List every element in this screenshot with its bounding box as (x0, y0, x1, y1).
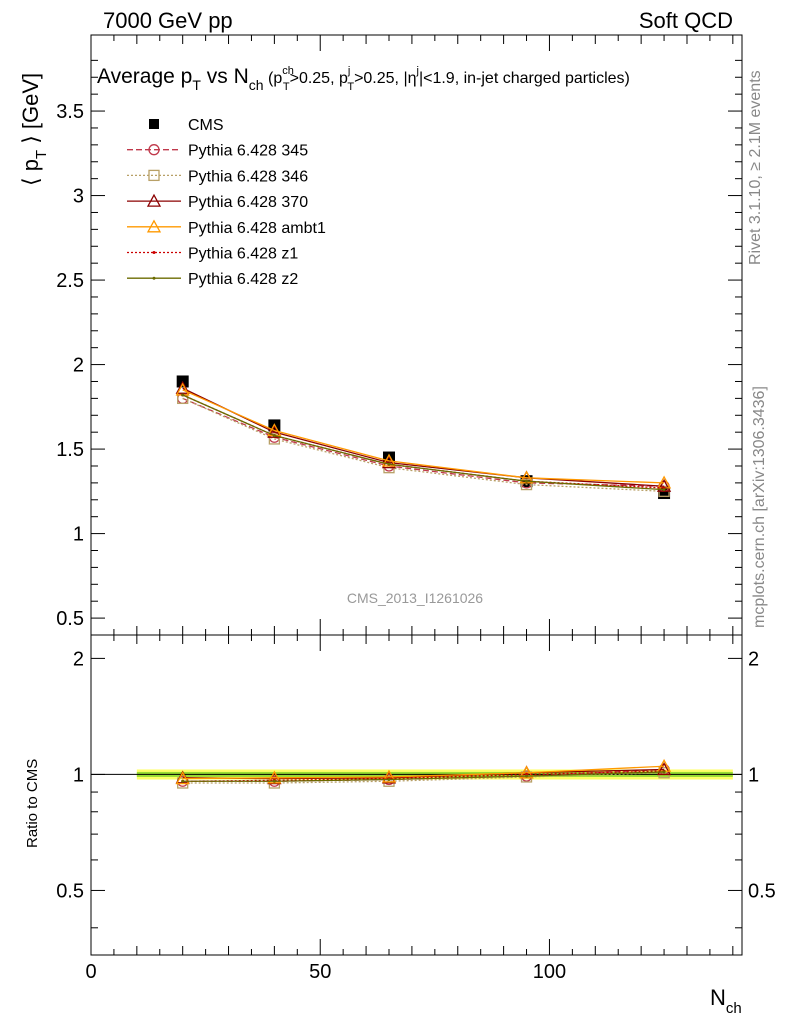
main-y-tick-label: 3.5 (56, 101, 84, 123)
main-y-tick-label: 2.5 (56, 270, 84, 292)
series-point-p346 (268, 433, 281, 445)
series-line-ambt1 (182, 389, 665, 484)
legend-label-cms: CMS (188, 117, 224, 134)
series-point-z2 (525, 774, 529, 778)
series-line-p346 (182, 397, 665, 492)
series-point-z2 (662, 770, 666, 774)
series-point-z2 (525, 479, 529, 483)
main-y-tick-label: 3 (73, 186, 84, 208)
x-tick-label: 0 (85, 961, 96, 983)
main-y-tick-label: 0.5 (56, 608, 84, 630)
series-point-z2 (387, 778, 391, 782)
series-point-ambt1 (519, 470, 534, 484)
main-y-tick-label: 1.5 (56, 439, 84, 461)
ratio-y-axis-title: Ratio to CMS (24, 759, 41, 848)
ratio-left-y-tick-label: 2 (73, 648, 84, 670)
legend-label-z2: Pythia 6.428 z2 (188, 271, 298, 288)
x-tick-label: 100 (533, 961, 566, 983)
legend: CMS Pythia 6.428 345 Pythia 6.428 346 Pythi… (127, 117, 326, 288)
legend-marker-z1 (152, 251, 156, 254)
series-point-p370 (656, 762, 672, 776)
ratio-axis-ticks (90, 635, 742, 955)
mcplots-label: mcplots.cern.ch [arXiv:1306.3436] (751, 386, 768, 628)
ratio-right-y-tick-label: 1 (748, 764, 759, 786)
series-point-ambt1 (381, 769, 397, 783)
legend-label-z1: Pythia 6.428 z1 (188, 246, 298, 263)
series-point-p346 (520, 478, 533, 491)
ratio-right-y-tick-label: 2 (748, 648, 759, 670)
series-point-p370 (381, 455, 397, 469)
main-y-tick-labels: 0.5 1 1.5 2 2.5 3 3.5 (56, 101, 84, 630)
legend-marker-p370 (146, 193, 162, 207)
legend-swatch-cms (149, 119, 159, 129)
series-point-z2 (272, 779, 276, 783)
legend-marker-z2 (152, 276, 156, 280)
series-line-ambt1 (182, 765, 665, 780)
main-y-axis-title: ⟨ pT ⟩ [GeV] (18, 73, 50, 186)
series-line-p346 (182, 772, 665, 784)
series-line-z1 (182, 394, 665, 489)
x-axis-title: Nch (710, 985, 742, 1017)
legend-label-ambt1: Pythia 6.428 ambt1 (188, 220, 326, 237)
series-point-ambt1 (519, 765, 534, 779)
ratio-left-y-tick-label: 0.5 (56, 880, 84, 902)
series-point-p370 (656, 478, 672, 492)
legend-marker-p345 (148, 144, 160, 156)
main-series-group (175, 375, 672, 500)
series-point-z2 (387, 462, 391, 466)
series-point-z2 (181, 779, 185, 783)
rivet-version-label: Rivet 3.1.10, ≥ 2.1M events (747, 70, 764, 265)
series-point-z2 (181, 393, 185, 397)
ratio-plot-frame (90, 634, 743, 956)
series-line-p345 (182, 397, 665, 487)
legend-label-p345: Pythia 6.428 345 (188, 143, 308, 160)
ratio-left-y-tick-label: 1 (73, 764, 84, 786)
series-point-p370 (175, 380, 190, 394)
ratio-y-tick-labels: 0.5 0.5 1 1 2 2 (56, 648, 776, 902)
ratio-series-group (175, 758, 672, 789)
series-point-ambt1 (381, 453, 397, 467)
main-y-tick-label: 2 (73, 355, 84, 377)
series-point-ambt1 (267, 770, 282, 784)
main-y-tick-label: 1 (73, 524, 84, 546)
x-tick-label: 50 (309, 961, 331, 983)
ratio-right-y-tick-label: 0.5 (748, 880, 776, 902)
series-point-ambt1 (175, 771, 190, 785)
series-point-z2 (272, 434, 276, 438)
legend-label-p370: Pythia 6.428 370 (188, 194, 308, 211)
legend-label-p346: Pythia 6.428 346 (188, 168, 308, 185)
header-right: Soft QCD (639, 8, 733, 33)
legend-marker-p346 (148, 169, 160, 182)
cms-uncertainty-band (91, 769, 742, 780)
analysis-watermark: CMS_2013_I1261026 (347, 590, 483, 606)
header-left: 7000 GeV pp (103, 8, 233, 33)
x-tick-labels: 0 50 100 (85, 961, 566, 983)
series-point-z2 (662, 488, 666, 492)
series-line-z2 (182, 394, 665, 491)
main-axis-ticks (90, 35, 742, 635)
legend-marker-ambt1 (146, 219, 162, 233)
main-plot-title: Average pT vs Nch (pch T>0.25, pj T>0.25, … (97, 65, 630, 93)
